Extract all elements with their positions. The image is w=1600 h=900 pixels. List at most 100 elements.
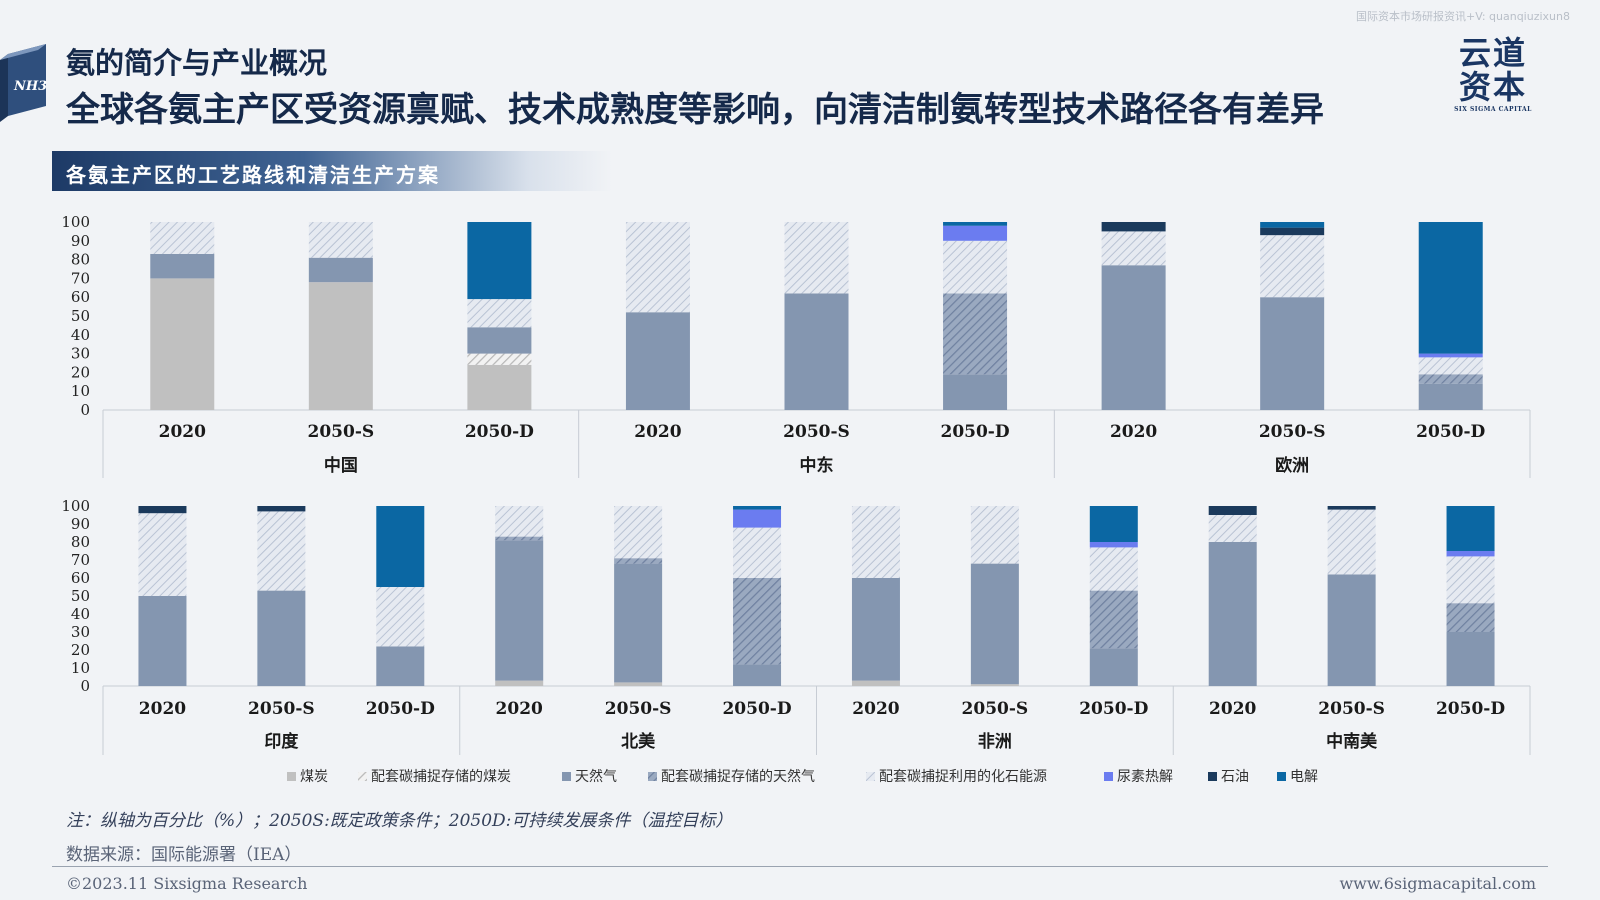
y-tick-label: 70 [71,269,90,287]
legend-swatch-coal_ccs [358,772,367,781]
page-title: 全球各氨主产区受资源禀赋、技术成熟度等影响，向清洁制氨转型技术路径各有差异 [66,90,1324,130]
bar-segment-fossil_ccu [784,222,849,294]
bar-segment-gas [150,253,215,279]
logo-cn-line1: 云道 [1458,34,1527,72]
bar-segment-coal_ccs [467,353,532,365]
bar-segment-fossil_ccu [1327,509,1376,575]
legend-swatch-electrolysis [1277,772,1286,781]
x-category-label: 2050-D [1416,422,1485,442]
bar-segment-fossil_ccu [943,240,1008,294]
legend-label: 煤炭 [300,769,328,785]
page-subtitle: 氨的简介与产业概况 [66,46,328,80]
bar-segment-urea [733,509,782,528]
bar-segment-fossil_ccu [614,506,663,559]
bar-segment-gas [625,312,690,410]
bar-segment-fossil_ccu [150,222,215,254]
bar-segment-oil [138,506,187,514]
bar-segment-gas [784,293,849,410]
bar-segment-gas [1418,383,1483,410]
footer-divider [52,866,1548,867]
bar-segment-coal [308,282,373,410]
section-banner-label: 各氨主产区的工艺路线和清洁生产方案 [66,163,440,187]
bar-segment-gas [495,540,544,681]
legend-label: 尿素热解 [1117,769,1173,785]
nh3-cube-icon: NH3 [0,44,47,122]
bar-segment-gas_ccs [614,558,663,564]
bar-segment-oil [1260,227,1325,236]
bar-segment-oil [1327,506,1376,510]
x-category-label: 2050-S [308,422,375,442]
bar-segment-gas [1208,542,1257,686]
bar-segment-electrolysis [467,222,532,300]
bar-segment-gas [614,563,663,683]
bar-segment-gas [138,596,187,686]
x-category-label: 2050-S [783,422,850,442]
legend-swatch-coal [287,772,296,781]
bar-segment-gas_ccs [943,293,1008,375]
data-source: 数据来源：国际能源署（IEA） [66,845,302,865]
bar-segment-gas [467,327,532,354]
bar-segment-gas [308,257,373,283]
bar-segment-oil [1101,222,1166,232]
y-tick-label: 60 [71,569,90,587]
bar-segment-gas [733,664,782,686]
region-label: 北美 [621,731,656,752]
legend-label: 天然气 [575,768,617,785]
chart-note: 注：纵轴为百分比（%）；2050S:既定政策条件；2050D:可持续发展条件（温… [66,811,733,831]
bar-segment-coal [495,680,544,686]
y-tick-label: 90 [71,232,90,250]
y-tick-label: 90 [71,515,90,533]
x-category-label: 2020 [496,699,543,719]
bar-segment-fossil_ccu [1260,235,1325,298]
y-tick-label: 20 [71,363,90,381]
y-tick-label: 40 [71,326,90,344]
bar-segment-electrolysis [1089,506,1138,542]
footer-website: www.6sigmacapital.com [1339,874,1536,893]
bar-segment-gas [257,590,306,686]
y-tick-label: 60 [71,288,90,306]
bar-segment-gas [851,578,900,681]
y-tick-label: 0 [80,677,90,695]
legend-label: 石油 [1221,769,1249,785]
region-label: 中东 [800,455,834,476]
bar-segment-gas [1101,265,1166,410]
y-tick-label: 80 [71,533,90,551]
bar-segment-urea [943,225,1008,241]
legend-label: 配套碳捕捉利用的化石能源 [879,769,1047,785]
region-label: 非洲 [978,731,1012,752]
x-category-label: 2050-D [940,422,1009,442]
bar-segment-oil [1208,506,1257,515]
bar-segment-fossil_ccu [970,506,1019,564]
bar-segment-urea [1446,551,1495,557]
x-category-label: 2020 [1209,699,1256,719]
logo-en: SIX SIGMA CAPITAL [1454,106,1532,113]
bar-segment-gas [1089,648,1138,686]
company-logo: 云道 资本 SIX SIGMA CAPITAL [1448,36,1538,113]
region-label: 欧洲 [1275,455,1309,476]
y-tick-label: 0 [80,401,90,419]
bar-segment-electrolysis [1446,506,1495,551]
legend-label: 电解 [1290,769,1318,785]
bar-segment-coal [851,680,900,686]
bar-segment-fossil_ccu [495,506,544,537]
y-tick-label: 30 [71,345,90,363]
legend-swatch-urea [1104,772,1113,781]
x-category-label: 2050-S [962,699,1029,719]
x-category-label: 2050-D [1436,699,1505,719]
bar-segment-gas [1327,574,1376,686]
x-category-label: 2020 [1110,422,1157,442]
bar-segment-gas_ccs [1089,590,1138,649]
bar-segment-gas [943,374,1008,410]
bar-segment-fossil_ccu [257,511,306,591]
section-banner: 各氨主产区的工艺路线和清洁生产方案 [52,151,612,191]
legend-swatch-fossil_ccu [866,772,875,781]
legend-swatch-oil [1208,772,1217,781]
y-tick-label: 40 [71,605,90,623]
bar-segment-gas [970,563,1019,685]
y-tick-label: 50 [71,587,90,605]
bar-segment-coal [614,682,663,686]
bar-segment-electrolysis [1260,222,1325,228]
x-category-label: 2050-D [1079,699,1148,719]
y-tick-label: 100 [61,213,90,231]
top-watermark: 国际资本市场研报资讯+V: quanqiuzixun8 [1355,10,1570,23]
